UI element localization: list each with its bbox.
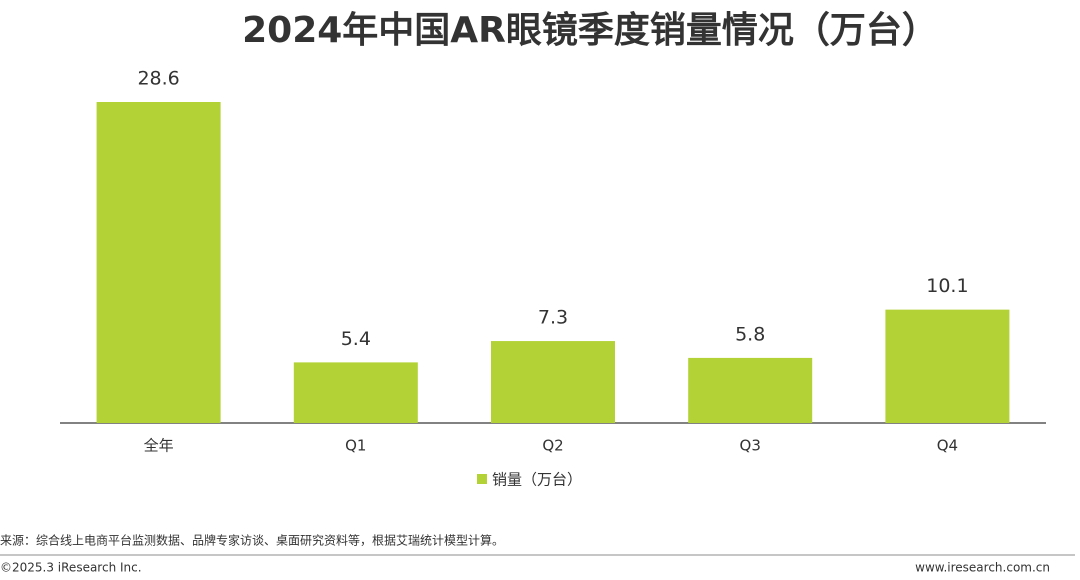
x-tick-label: Q2 <box>542 437 563 455</box>
website: www.iresearch.com.cn <box>915 561 1050 575</box>
bar <box>293 362 418 423</box>
bar <box>491 341 615 423</box>
data-label: 5.8 <box>735 323 765 345</box>
chart-title: 2024年中国AR眼镜季度销量情况（万台） <box>242 10 938 51</box>
x-tick-label: Q4 <box>937 437 958 455</box>
copyright: ©2025.3 iResearch Inc. <box>0 561 142 575</box>
data-label: 28.6 <box>137 68 179 90</box>
data-label: 10.1 <box>926 275 968 297</box>
data-label: 5.4 <box>341 328 371 350</box>
legend-swatch <box>477 474 487 484</box>
x-tick-label: Q1 <box>345 437 366 455</box>
source-note: 来源：综合线上电商平台监测数据、品牌专家访谈、桌面研究资料等，根据艾瑞统计模型计… <box>0 533 504 548</box>
bar <box>885 309 1010 423</box>
bar <box>688 357 813 423</box>
x-tick-label: Q3 <box>740 437 761 455</box>
legend-label: 销量（万台） <box>492 471 582 489</box>
x-tick-label: 全年 <box>144 437 174 455</box>
bar <box>96 102 221 423</box>
data-label: 7.3 <box>538 307 568 329</box>
